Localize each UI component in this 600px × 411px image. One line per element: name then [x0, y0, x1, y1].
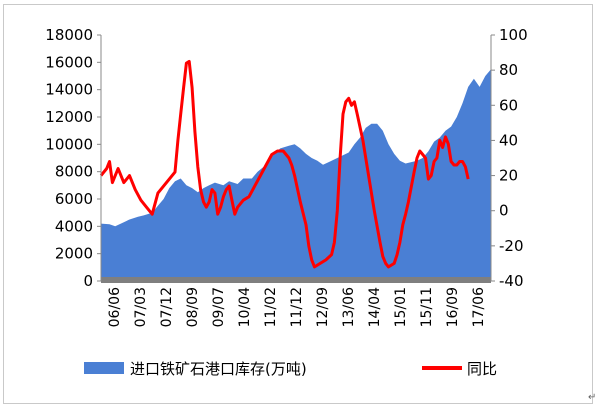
- left-tick-label: 14000: [45, 81, 93, 99]
- legend-swatch-stock: [84, 362, 124, 374]
- legend: 进口铁矿石港口库存(万吨) 同比: [84, 360, 497, 378]
- right-tick-label: -20: [499, 237, 524, 255]
- yoy-line-layer: [99, 59, 470, 269]
- left-tick-label: 8000: [55, 163, 93, 181]
- right-tick-label: 100: [499, 26, 528, 44]
- x-axis-ticks: 06/06 07/03 07/12 08/09 09/07 10/04 11/02 11/12…: [107, 287, 487, 327]
- chart-frame: 0 2000 4000 6000 8000 10000 12000 14000 16000 180…: [3, 4, 593, 404]
- left-tick-label: 0: [83, 272, 93, 290]
- x-tick-label: 15/11: [419, 287, 435, 327]
- right-axis-ticks: -40 -20 0 20 40 60 80 100: [491, 26, 528, 290]
- paragraph-mark: ↵: [588, 392, 597, 403]
- left-axis-ticks: 0 2000 4000 6000 8000 10000 12000 14000 16000 180…: [45, 26, 101, 290]
- x-tick-label: 11/02: [263, 287, 279, 327]
- x-tick-label: 07/12: [159, 287, 175, 327]
- x-tick-label: 06/06: [107, 287, 123, 327]
- x-tick-label: 08/09: [185, 287, 201, 327]
- x-tick-label: 07/03: [133, 287, 149, 327]
- left-tick-label: 10000: [45, 135, 93, 153]
- yoy-line: [99, 59, 470, 269]
- left-tick-label: 6000: [55, 190, 93, 208]
- right-tick-label: 20: [499, 167, 518, 185]
- right-tick-label: 80: [499, 61, 518, 79]
- x-tick-label: 11/12: [289, 287, 305, 327]
- left-tick-label: 2000: [55, 245, 93, 263]
- x-tick-label: 17/06: [471, 287, 487, 327]
- x-tick-label: 13/06: [341, 287, 357, 327]
- legend-label-stock: 进口铁矿石港口库存(万吨): [130, 360, 307, 378]
- right-tick-label: 60: [499, 96, 518, 114]
- right-tick-label: -40: [499, 272, 524, 290]
- x-tick-label: 15/01: [393, 287, 409, 327]
- x-tick-label: 12/09: [315, 287, 331, 327]
- left-tick-label: 18000: [45, 26, 93, 44]
- x-axis-band: [101, 277, 491, 283]
- x-tick-label: 10/04: [237, 287, 253, 327]
- left-tick-label: 12000: [45, 108, 93, 126]
- x-tick-label: 14/04: [367, 287, 383, 327]
- x-tick-label: 16/09: [445, 287, 461, 327]
- right-tick-label: 40: [499, 131, 518, 149]
- right-tick-label: 0: [499, 202, 509, 220]
- legend-label-yoy: 同比: [467, 360, 497, 378]
- x-tick-label: 09/07: [211, 287, 227, 327]
- chart: 0 2000 4000 6000 8000 10000 12000 14000 16000 180…: [45, 26, 528, 378]
- left-tick-label: 4000: [55, 217, 93, 235]
- left-tick-label: 16000: [45, 53, 93, 71]
